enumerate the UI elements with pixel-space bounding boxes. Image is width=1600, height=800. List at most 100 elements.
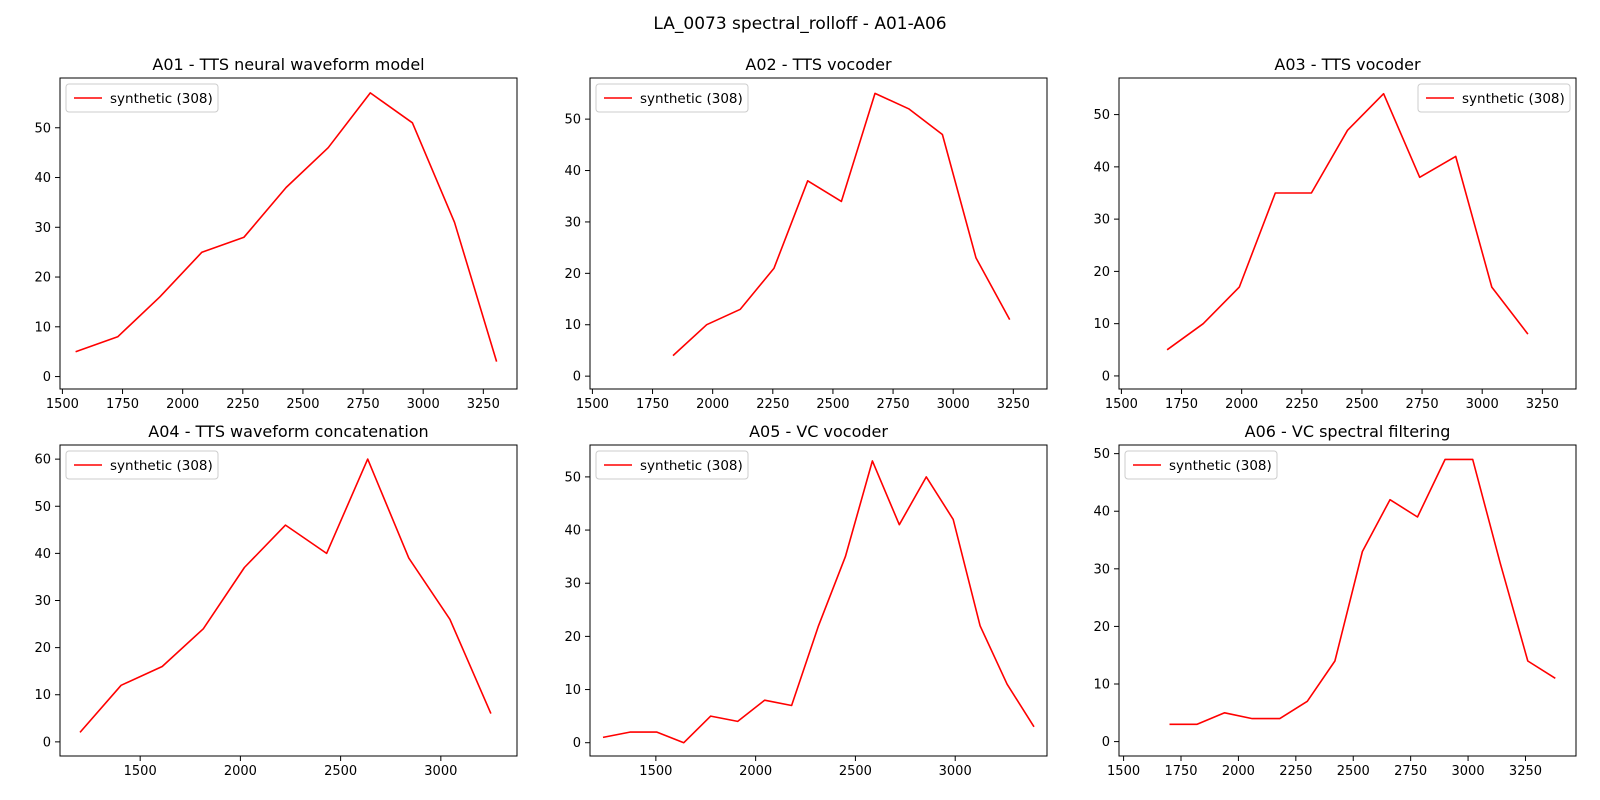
x-tick-label: 2250 (226, 397, 259, 412)
x-tick-label: 3250 (1509, 764, 1542, 779)
x-tick-label: 1750 (1164, 764, 1197, 779)
y-tick-label: 30 (1093, 562, 1110, 577)
legend: synthetic (308) (65, 450, 219, 480)
series-line-1 (1169, 458, 1556, 726)
y-tick-label: 0 (573, 370, 581, 385)
y-tick-label: 10 (34, 688, 51, 703)
x-tick-label: 3250 (467, 397, 500, 412)
axes-frame (1118, 77, 1577, 390)
legend-box (65, 83, 219, 113)
legend-box (595, 83, 749, 113)
y-tick-label: 20 (564, 267, 581, 282)
x-tick-label: 3250 (997, 397, 1030, 412)
subplot-title: A06 - VC spectral filtering (1245, 422, 1451, 441)
x-tick-label: 1500 (639, 764, 672, 779)
x-tick-label: 1500 (1107, 764, 1140, 779)
legend-label: synthetic (308) (110, 91, 213, 107)
y-tick-label: 40 (564, 164, 581, 179)
y-tick-label: 50 (1093, 447, 1110, 462)
y-tick-label: 40 (1093, 160, 1110, 175)
subplot-3: A03 - TTS vocoder 1500 1750 2000 2250 2500 275… (1093, 55, 1577, 412)
x-tick-label: 1750 (106, 397, 139, 412)
y-tick-label: 10 (564, 318, 581, 333)
x-tick-label: 2500 (1345, 397, 1378, 412)
legend: synthetic (308) (1124, 450, 1278, 480)
y-tick-label: 40 (34, 547, 51, 562)
y-tick-label: 50 (564, 113, 581, 128)
y-tick-label: 30 (564, 577, 581, 592)
subplot-title: A05 - VC vocoder (749, 422, 888, 441)
x-tick-label: 2000 (1225, 397, 1258, 412)
legend: synthetic (308) (595, 83, 749, 113)
figure-suptitle: LA_0073 spectral_rolloff - A01-A06 (653, 14, 946, 34)
x-tick-label: 2000 (166, 397, 199, 412)
legend-box (595, 450, 749, 480)
y-tick-label: 0 (43, 735, 51, 750)
legend-box (1124, 450, 1278, 480)
subplot-6: A06 - VC spectral filtering 1500 1750 2000 2… (1093, 422, 1577, 779)
x-tick-label: 2750 (1394, 764, 1427, 779)
y-tick-label: 20 (1093, 265, 1110, 280)
legend-label: synthetic (308) (110, 458, 213, 474)
y-tick-label: 10 (564, 683, 581, 698)
x-tick-label: 2000 (739, 764, 772, 779)
legend-label: synthetic (308) (1462, 91, 1565, 107)
subplot-1: A01 - TTS neural waveform model 1500 1750 2… (34, 55, 518, 412)
x-tick-label: 1500 (124, 764, 157, 779)
x-tick-label: 2500 (816, 397, 849, 412)
legend-label: synthetic (308) (640, 458, 743, 474)
legend-label: synthetic (308) (640, 91, 743, 107)
y-tick-label: 0 (1102, 369, 1110, 384)
y-tick-label: 50 (34, 500, 51, 515)
legend: synthetic (308) (65, 83, 219, 113)
subplot-title: A02 - TTS vocoder (745, 55, 892, 74)
axes-frame (1118, 444, 1577, 757)
axes-frame (589, 444, 1048, 757)
y-tick-label: 40 (34, 171, 51, 186)
y-tick-label: 30 (564, 215, 581, 230)
x-tick-label: 1500 (1105, 397, 1138, 412)
y-tick-label: 40 (1093, 505, 1110, 520)
x-tick-label: 2750 (347, 397, 380, 412)
x-tick-label: 2500 (1337, 764, 1370, 779)
y-tick-label: 0 (573, 736, 581, 751)
y-tick-label: 20 (34, 641, 51, 656)
x-tick-label: 2500 (286, 397, 319, 412)
legend: synthetic (308) (1417, 83, 1571, 113)
x-tick-label: 3250 (1526, 397, 1559, 412)
x-tick-label: 2250 (756, 397, 789, 412)
x-tick-label: 3000 (939, 764, 972, 779)
y-tick-label: 20 (1093, 620, 1110, 635)
subplot-grid: A01 - TTS neural waveform model 1500 1750 2… (34, 55, 1577, 779)
y-tick-label: 20 (564, 630, 581, 645)
series-line-1 (672, 92, 1011, 357)
x-tick-label: 2750 (877, 397, 910, 412)
y-tick-label: 10 (1093, 317, 1110, 332)
x-tick-label: 2500 (839, 764, 872, 779)
x-tick-label: 3000 (1466, 397, 1499, 412)
subplot-4: A04 - TTS waveform concatenation 1500 2000… (34, 422, 518, 779)
y-tick-label: 40 (564, 524, 581, 539)
y-tick-label: 10 (34, 320, 51, 335)
y-tick-label: 50 (1093, 108, 1110, 123)
y-tick-label: 0 (43, 370, 51, 385)
x-tick-label: 2250 (1285, 397, 1318, 412)
x-tick-label: 2000 (224, 764, 257, 779)
x-tick-label: 2250 (1279, 764, 1312, 779)
x-tick-label: 1750 (636, 397, 669, 412)
x-tick-label: 2500 (324, 764, 357, 779)
legend-box (65, 450, 219, 480)
axes-frame (589, 77, 1048, 390)
series-line-1 (1166, 92, 1529, 351)
y-tick-label: 20 (34, 271, 51, 286)
series-line-1 (75, 92, 498, 362)
x-tick-label: 1750 (1165, 397, 1198, 412)
legend-label: synthetic (308) (1169, 458, 1272, 474)
legend-box (1417, 83, 1571, 113)
y-tick-label: 50 (564, 470, 581, 485)
y-tick-label: 60 (34, 453, 51, 468)
axes-frame (59, 77, 518, 390)
series-line-1 (602, 460, 1035, 744)
